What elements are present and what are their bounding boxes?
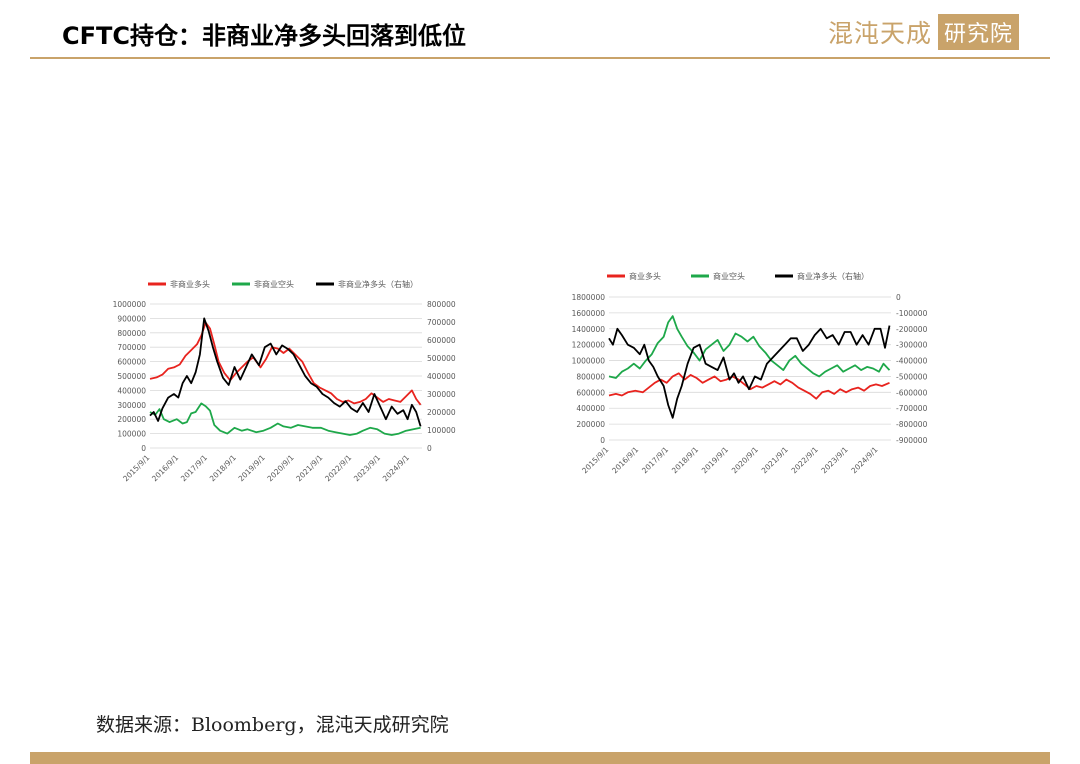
y-right-tick-label: -200000 xyxy=(896,325,928,334)
commercial-positions-chart: 商业多头 商业空头 商业净多头（右轴） 0 200000 400000 600000 8000… xyxy=(572,271,928,475)
y-right-tick-label: 0 xyxy=(427,444,432,453)
y-left-tick-label: 900000 xyxy=(117,314,146,323)
data-source-note: 数据来源：Bloomberg，混沌天成研究院 xyxy=(96,714,449,736)
y-left-tick-label: 0 xyxy=(141,444,146,453)
legend-label: 非商业净多头（右轴） xyxy=(338,279,418,289)
legend-entry: 非商业空头 xyxy=(232,279,294,289)
x-tick-label: 2016/9/1 xyxy=(610,445,640,475)
y-right-tick-label: 800000 xyxy=(427,300,456,309)
x-tick-label: 2022/9/1 xyxy=(323,453,353,483)
y-right-tick-label: -500000 xyxy=(896,372,928,381)
legend-entry: 商业空头 xyxy=(691,271,745,281)
legend-label: 非商业多头 xyxy=(170,279,210,289)
x-tick-label: 2023/9/1 xyxy=(819,445,849,475)
y-right-tick-label: 300000 xyxy=(427,390,456,399)
x-tick-label: 2017/9/1 xyxy=(640,445,670,475)
y-right-tick-label: -700000 xyxy=(896,404,928,413)
y-left-tick-label: 1200000 xyxy=(572,341,606,350)
y-left-tick-label: 100000 xyxy=(117,430,146,439)
series-line xyxy=(149,317,422,427)
x-tick-label: 2017/9/1 xyxy=(179,453,209,483)
series-line xyxy=(608,372,890,400)
y-right-tick-label: 600000 xyxy=(427,336,456,345)
y-right-tick-label: 400000 xyxy=(427,372,456,381)
y-right-tick-label: 500000 xyxy=(427,354,456,363)
x-tick-label: 2018/9/1 xyxy=(208,453,238,483)
logo-text: 混沌天成 xyxy=(828,19,933,48)
y-left-tick-label: 300000 xyxy=(117,401,146,410)
y-left-tick-label: 600000 xyxy=(117,358,146,367)
y-left-tick-label: 1000000 xyxy=(113,300,147,309)
logo-box-text: 研究院 xyxy=(938,14,1020,50)
x-tick-label: 2022/9/1 xyxy=(790,445,820,475)
y-left-tick-label: 600000 xyxy=(576,388,605,397)
legend-entry: 商业净多头（右轴） xyxy=(775,271,869,281)
x-tick-label: 2015/9/1 xyxy=(121,453,151,483)
y-left-tick-label: 200000 xyxy=(576,420,605,429)
y-right-tick-label: -300000 xyxy=(896,341,928,350)
y-left-tick-label: 1400000 xyxy=(572,325,606,334)
y-left-tick-label: 400000 xyxy=(576,404,605,413)
footer-bar xyxy=(30,752,1050,764)
legend-entry: 商业多头 xyxy=(607,271,661,281)
y-left-tick-label: 1600000 xyxy=(572,309,606,318)
y-right-tick-label: -400000 xyxy=(896,357,928,366)
y-right-tick-label: -100000 xyxy=(896,309,928,318)
legend-entry: 非商业多头 xyxy=(148,279,210,289)
series-line xyxy=(608,315,891,379)
non-commercial-positions-chart: 非商业多头 非商业空头 非商业净多头（右轴） 0 100000 200000 300000 4… xyxy=(113,279,456,483)
y-left-tick-label: 500000 xyxy=(117,372,146,381)
y-right-tick-label: 700000 xyxy=(427,318,456,327)
legend-label: 商业空头 xyxy=(713,271,745,281)
legend-label: 商业多头 xyxy=(629,271,661,281)
x-tick-label: 2020/9/1 xyxy=(265,453,295,483)
y-left-tick-label: 400000 xyxy=(117,386,146,395)
y-right-tick-label: 0 xyxy=(896,293,901,302)
y-left-tick-label: 1000000 xyxy=(572,357,606,366)
x-tick-label: 2020/9/1 xyxy=(730,445,760,475)
x-tick-label: 2024/9/1 xyxy=(849,445,879,475)
y-right-tick-label: -800000 xyxy=(896,420,928,429)
series-line xyxy=(149,402,421,436)
y-left-tick-label: 200000 xyxy=(117,415,146,424)
page-title: CFTC持仓：非商业净多头回落到低位 xyxy=(62,22,466,50)
y-right-tick-label: -600000 xyxy=(896,388,928,397)
y-right-tick-label: 200000 xyxy=(427,408,456,417)
x-tick-label: 2019/9/1 xyxy=(237,453,267,483)
y-left-tick-label: 800000 xyxy=(576,372,605,381)
legend-entry: 非商业净多头（右轴） xyxy=(316,279,418,289)
x-tick-label: 2021/9/1 xyxy=(760,445,790,475)
y-left-tick-label: 800000 xyxy=(117,329,146,338)
legend-label: 非商业空头 xyxy=(254,279,294,289)
x-tick-label: 2024/9/1 xyxy=(381,453,411,483)
y-left-tick-label: 700000 xyxy=(117,343,146,352)
y-right-tick-label: -900000 xyxy=(896,436,928,445)
x-tick-label: 2018/9/1 xyxy=(670,445,700,475)
y-right-tick-label: 100000 xyxy=(427,426,456,435)
y-left-tick-label: 0 xyxy=(600,436,605,445)
series-line xyxy=(149,321,422,406)
x-tick-label: 2019/9/1 xyxy=(700,445,730,475)
logo: 混沌天成 研究院 xyxy=(828,14,1020,50)
y-left-tick-label: 1800000 xyxy=(572,293,606,302)
x-tick-label: 2015/9/1 xyxy=(580,445,610,475)
x-tick-label: 2021/9/1 xyxy=(294,453,324,483)
series-line xyxy=(608,325,891,419)
title-divider xyxy=(30,57,1050,59)
x-tick-label: 2016/9/1 xyxy=(150,453,180,483)
x-tick-label: 2023/9/1 xyxy=(352,453,382,483)
legend-label: 商业净多头（右轴） xyxy=(797,271,869,281)
